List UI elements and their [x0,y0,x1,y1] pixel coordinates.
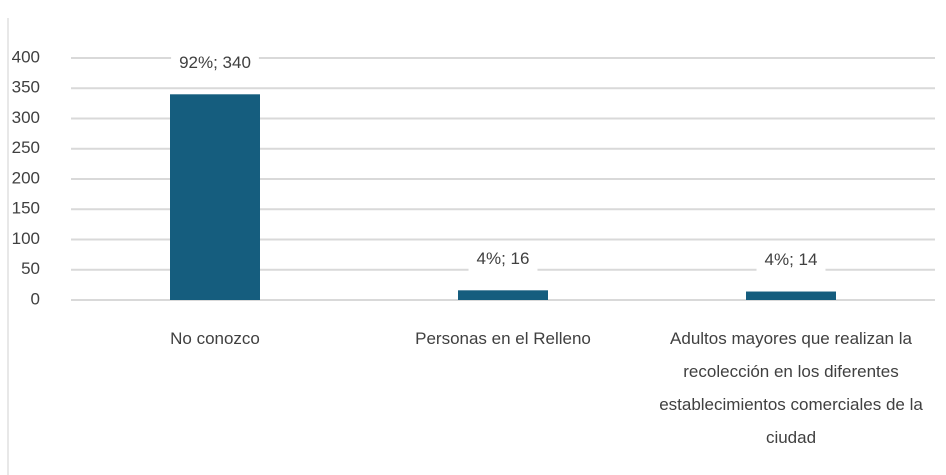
y-tick-label: 100 [12,229,40,248]
y-tick-label: 400 [12,47,40,66]
x-tick-label: No conozco [170,329,260,348]
y-tick-label: 300 [12,108,40,127]
value-label: 92%; 340 [179,53,251,72]
value-label-bg [756,246,826,275]
value-label: 4%; 16 [477,249,530,268]
x-tick-label: Personas en el Relleno [415,329,591,348]
y-tick-label: 250 [12,138,40,157]
y-tick-label: 150 [12,199,40,218]
bar [458,290,548,300]
value-label-bg [468,245,538,274]
y-tick-label: 200 [12,168,40,187]
bar [746,291,836,300]
y-tick-label: 50 [21,259,40,278]
y-tick-label: 0 [31,289,40,308]
value-label-bg [171,49,259,78]
y-tick-label: 350 [12,78,40,97]
bar [170,94,260,300]
value-label: 4%; 14 [765,250,818,269]
x-tick-label: Adultos mayores que realizan la recolecc… [659,329,923,447]
